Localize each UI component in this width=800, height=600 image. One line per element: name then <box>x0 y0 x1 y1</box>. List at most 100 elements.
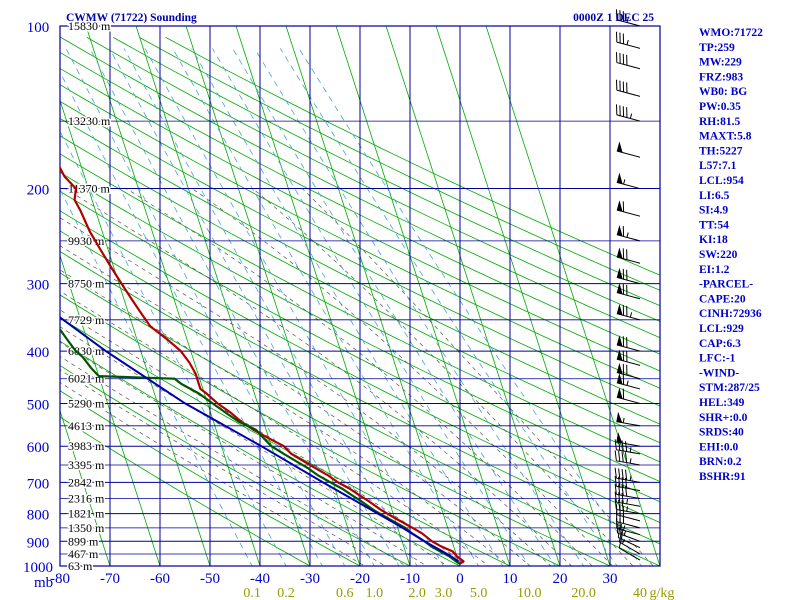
wind-barb-staff <box>616 527 641 536</box>
height-label: 4613 m <box>68 419 105 433</box>
wind-barb-flag <box>614 475 617 487</box>
dry-adiabat-line <box>165 37 660 276</box>
wind-barb-flag <box>624 469 628 481</box>
height-label: 1350 m <box>68 521 105 535</box>
height-label: 6830 m <box>68 344 105 358</box>
wind-barb <box>614 483 641 500</box>
wind-barb-staff <box>616 521 641 529</box>
wind-barb-flag <box>620 523 622 535</box>
index-item: LFC:-1 <box>699 353 736 365</box>
wind-barb-pennant <box>616 282 623 295</box>
index-item: -WIND- <box>699 367 739 379</box>
height-label-halo: 1350 m <box>68 521 105 535</box>
temperature-tick-label: 20 <box>553 571 568 587</box>
wind-barb <box>614 450 641 466</box>
dry-adiabat-line <box>113 37 660 307</box>
wind-barb <box>616 349 641 366</box>
moist-adiabat-line <box>60 245 531 566</box>
wind-barbs <box>614 9 641 561</box>
height-label-halo: 2316 m <box>68 492 105 506</box>
isotherm-line <box>435 26 611 566</box>
pressure-tick-label: 600 <box>27 440 50 456</box>
height-label-halo: 2842 m <box>68 475 105 489</box>
index-item: SRDS:40 <box>699 427 744 439</box>
wind-barb-flag <box>618 450 621 462</box>
wind-barb-pennant <box>616 141 623 153</box>
dry-adiabat-line <box>60 416 311 566</box>
wind-barb-pennant <box>616 362 623 375</box>
height-label-halo: 5290 m <box>68 396 105 410</box>
parcel-trace-line <box>60 316 460 563</box>
index-item: -PARCEL- <box>699 279 753 291</box>
wind-barb-staff <box>618 537 641 549</box>
height-label-halo: 15830 m <box>68 19 111 33</box>
dry-adiabat-line <box>60 153 660 463</box>
wind-barb-half-flag <box>626 506 629 512</box>
wind-barb-half-flag <box>629 113 633 119</box>
wind-barb <box>616 411 641 427</box>
mixing-ratio-line <box>172 48 480 566</box>
height-label: 11370 m <box>68 182 111 196</box>
wind-barb-half-flag <box>622 417 625 423</box>
mixing-ratio-label: 3.0 <box>435 586 453 600</box>
wind-barb-staff <box>616 460 641 466</box>
height-label: 3983 m <box>68 439 105 453</box>
height-label: 13230 m <box>68 114 111 128</box>
dry-adiabat-line <box>60 365 411 566</box>
height-label-halo: 3983 m <box>68 439 105 453</box>
mixing-ratio-label: 5.0 <box>470 586 488 600</box>
wind-barb-staff <box>616 41 641 49</box>
wind-barb-pennant <box>616 267 623 279</box>
wind-barb-half-flag <box>626 380 629 386</box>
moist-adiabat-line <box>60 326 448 566</box>
wind-barb <box>616 247 641 264</box>
mixing-ratio-line <box>65 48 346 566</box>
index-item: WB0: BG <box>699 86 747 98</box>
wind-barb-half-flag <box>629 458 632 464</box>
index-item: PW:0.35 <box>699 101 741 113</box>
wind-barb-staff <box>618 547 641 561</box>
index-item: MW:229 <box>699 57 742 69</box>
wind-barb <box>616 282 641 300</box>
wind-barb <box>616 104 641 122</box>
mixing-ratio-line <box>60 130 287 566</box>
wind-barb-pennant <box>616 172 623 184</box>
wind-barb-flag <box>624 452 628 463</box>
wind-barb-flag <box>621 440 624 451</box>
dry-adiabat-line <box>60 390 361 566</box>
wind-barb-flag <box>614 467 617 479</box>
wind-barb-half-flag <box>626 39 629 45</box>
moist-adiabat-line <box>60 269 511 566</box>
dry-adiabat-line <box>60 68 660 372</box>
index-item: EHI:0.0 <box>699 441 739 453</box>
wind-barb-staff <box>616 89 641 97</box>
wind-barb <box>614 491 641 507</box>
index-item: CINH:72936 <box>699 308 762 320</box>
wind-barb-staff <box>616 114 641 122</box>
mixing-ratio-line <box>232 48 556 566</box>
dry-adiabat-line <box>139 37 660 291</box>
isotherm-line <box>385 26 561 566</box>
dry-adiabat-line <box>60 190 660 503</box>
mixing-ratio-label: 2.0 <box>408 586 426 600</box>
wind-barb <box>616 303 641 321</box>
thermo-background-lines <box>60 26 660 566</box>
pressure-tick-label: 900 <box>27 535 50 551</box>
wind-barb-flag <box>618 492 621 503</box>
index-item: EI:1.2 <box>699 264 730 276</box>
mixing-ratio-line <box>191 48 504 566</box>
pressure-tick-label: 200 <box>27 183 50 199</box>
dry-adiabat-line <box>60 251 660 566</box>
height-label-halo: 7729 m <box>68 313 105 327</box>
dry-adiabat-line <box>60 51 660 355</box>
dry-adiabat-line <box>60 210 660 523</box>
index-item: HEL:349 <box>699 397 745 409</box>
wind-barb <box>616 79 641 97</box>
mixing-ratio-line <box>212 48 530 566</box>
wind-barb-flag <box>614 483 617 495</box>
height-label: 467 m <box>68 547 99 561</box>
wind-barb-pennant <box>616 247 623 259</box>
wind-barb-staff <box>616 485 641 492</box>
height-label: 6021 m <box>68 372 105 386</box>
